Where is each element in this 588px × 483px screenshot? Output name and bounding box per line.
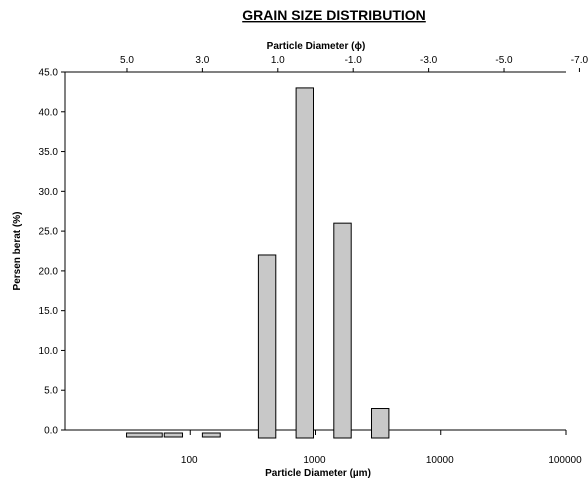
bar [258, 255, 275, 438]
y-tick-label: 10.0 [39, 346, 59, 357]
top-axis-title: Particle Diameter (ϕ) [267, 41, 366, 52]
y-axis-ticks: 0.0 5.0 10.0 15.0 20.0 25.0 30.0 35.0 40.0 45.0 [39, 68, 65, 437]
top-axis-ticks: 5.0 3.0 1.0 -1.0 -3.0 -5.0 -7.0 [120, 55, 588, 72]
bars-group [127, 88, 389, 438]
x2-tick-label: -1.0 [345, 55, 363, 66]
x2-tick-label: -3.0 [420, 55, 438, 66]
y-tick-label: 5.0 [44, 386, 58, 397]
x-tick-label: 10000 [426, 455, 454, 466]
y-tick-label: 25.0 [39, 227, 59, 238]
x2-tick-label: -7.0 [571, 55, 588, 66]
bar [372, 409, 389, 438]
bar [202, 433, 220, 437]
bar [127, 433, 163, 437]
y-tick-label: 40.0 [39, 107, 59, 118]
x2-tick-label: 1.0 [271, 55, 285, 66]
chart-title: GRAIN SIZE DISTRIBUTION [242, 7, 426, 23]
x2-tick-label: 5.0 [120, 55, 134, 66]
y-tick-label: 45.0 [39, 68, 59, 79]
bar [334, 223, 351, 438]
y-tick-label: 15.0 [39, 306, 59, 317]
bar [164, 433, 182, 437]
x2-tick-label: -5.0 [495, 55, 513, 66]
y-tick-label: 20.0 [39, 266, 59, 277]
x2-tick-label: 3.0 [195, 55, 209, 66]
x-tick-label: 100 [181, 455, 198, 466]
y-tick-label: 30.0 [39, 187, 59, 198]
bottom-axis-title: Particle Diameter (µm) [265, 468, 371, 479]
bar [296, 88, 313, 438]
y-tick-label: 35.0 [39, 147, 59, 158]
y-axis-title: Persen berat (%) [12, 212, 23, 291]
y-tick-label: 0.0 [44, 426, 58, 437]
x-tick-label: 100000 [548, 455, 582, 466]
x-tick-label: 1000 [303, 455, 326, 466]
